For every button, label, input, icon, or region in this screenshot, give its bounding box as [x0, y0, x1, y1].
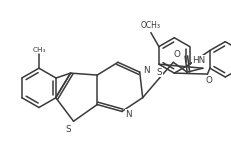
Text: HN: HN [191, 56, 205, 65]
Text: S: S [156, 68, 162, 77]
Text: N: N [125, 110, 131, 119]
Text: N: N [143, 66, 149, 75]
Text: O: O [204, 76, 211, 85]
Text: O: O [173, 50, 180, 59]
Text: S: S [65, 125, 71, 134]
Text: CH₃: CH₃ [32, 46, 46, 52]
Text: OCH₃: OCH₃ [140, 21, 160, 30]
